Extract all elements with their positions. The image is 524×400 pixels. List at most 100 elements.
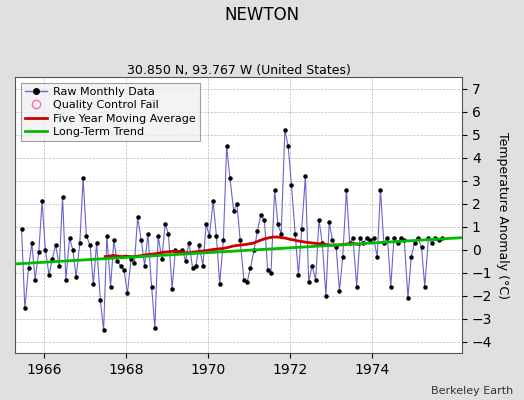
Point bbox=[127, 256, 135, 262]
Point bbox=[349, 235, 357, 241]
Point bbox=[270, 187, 279, 193]
Point bbox=[383, 235, 391, 241]
Point bbox=[45, 272, 53, 278]
Point bbox=[414, 235, 422, 241]
Point bbox=[291, 230, 299, 237]
Point bbox=[58, 194, 67, 200]
Point bbox=[178, 246, 187, 253]
Point bbox=[379, 240, 388, 246]
Point bbox=[106, 283, 115, 290]
Point bbox=[164, 230, 172, 237]
Point bbox=[281, 127, 289, 133]
Point bbox=[236, 237, 244, 244]
Point bbox=[137, 237, 146, 244]
Point bbox=[113, 258, 122, 264]
Point bbox=[311, 276, 320, 283]
Legend: Raw Monthly Data, Quality Control Fail, Five Year Moving Average, Long-Term Tren: Raw Monthly Data, Quality Control Fail, … bbox=[20, 82, 200, 142]
Point bbox=[96, 297, 104, 304]
Point bbox=[181, 258, 190, 264]
Point bbox=[264, 267, 272, 274]
Point bbox=[428, 240, 436, 246]
Point bbox=[277, 230, 286, 237]
Point bbox=[100, 327, 108, 334]
Point bbox=[329, 237, 337, 244]
Point bbox=[66, 235, 74, 241]
Point bbox=[86, 242, 94, 248]
Point bbox=[339, 253, 347, 260]
Point bbox=[257, 212, 265, 218]
Point bbox=[199, 262, 207, 269]
Point bbox=[212, 233, 221, 239]
Point bbox=[171, 246, 180, 253]
Point bbox=[353, 283, 361, 290]
Point bbox=[41, 246, 50, 253]
Point bbox=[250, 246, 258, 253]
Point bbox=[267, 270, 275, 276]
Point bbox=[130, 260, 138, 267]
Point bbox=[284, 143, 292, 149]
Point bbox=[363, 235, 371, 241]
Point bbox=[79, 175, 88, 182]
Point bbox=[246, 265, 255, 271]
Point bbox=[189, 265, 197, 271]
Point bbox=[205, 233, 214, 239]
Point bbox=[154, 233, 162, 239]
Point bbox=[366, 237, 375, 244]
Point bbox=[400, 237, 409, 244]
Point bbox=[158, 256, 166, 262]
Point bbox=[359, 240, 367, 246]
Point bbox=[226, 175, 234, 182]
Point bbox=[287, 182, 296, 188]
Point bbox=[298, 226, 306, 232]
Point bbox=[168, 286, 176, 292]
Point bbox=[134, 214, 142, 221]
Y-axis label: Temperature Anomaly (°C): Temperature Anomaly (°C) bbox=[496, 132, 509, 299]
Point bbox=[151, 325, 159, 331]
Point bbox=[342, 187, 351, 193]
Point bbox=[417, 244, 425, 250]
Point bbox=[322, 292, 330, 299]
Point bbox=[72, 274, 80, 280]
Point bbox=[243, 279, 252, 285]
Text: Berkeley Earth: Berkeley Earth bbox=[431, 386, 514, 396]
Point bbox=[387, 283, 395, 290]
Point bbox=[55, 262, 63, 269]
Point bbox=[195, 242, 203, 248]
Point bbox=[260, 216, 269, 223]
Point bbox=[230, 207, 238, 214]
Point bbox=[318, 240, 326, 246]
Point bbox=[110, 237, 118, 244]
Point bbox=[62, 276, 70, 283]
Point bbox=[202, 221, 210, 228]
Point bbox=[209, 198, 217, 204]
Point bbox=[410, 240, 419, 246]
Point bbox=[223, 143, 231, 149]
Point bbox=[335, 288, 344, 294]
Point bbox=[24, 265, 32, 271]
Point bbox=[345, 240, 354, 246]
Point bbox=[161, 221, 169, 228]
Point bbox=[424, 235, 433, 241]
Point bbox=[332, 244, 341, 250]
Point bbox=[404, 295, 412, 301]
Point bbox=[315, 216, 323, 223]
Point bbox=[325, 219, 333, 225]
Point bbox=[397, 235, 405, 241]
Point bbox=[75, 240, 84, 246]
Point bbox=[438, 235, 446, 241]
Point bbox=[253, 228, 261, 234]
Point bbox=[369, 235, 378, 241]
Point bbox=[294, 272, 303, 278]
Point bbox=[308, 262, 316, 269]
Point bbox=[123, 290, 132, 297]
Point bbox=[215, 281, 224, 288]
Point bbox=[120, 267, 128, 274]
Point bbox=[390, 235, 398, 241]
Point bbox=[28, 240, 36, 246]
Point bbox=[92, 240, 101, 246]
Text: NEWTON: NEWTON bbox=[224, 6, 300, 24]
Point bbox=[82, 233, 91, 239]
Point bbox=[31, 276, 39, 283]
Point bbox=[17, 226, 26, 232]
Point bbox=[373, 253, 381, 260]
